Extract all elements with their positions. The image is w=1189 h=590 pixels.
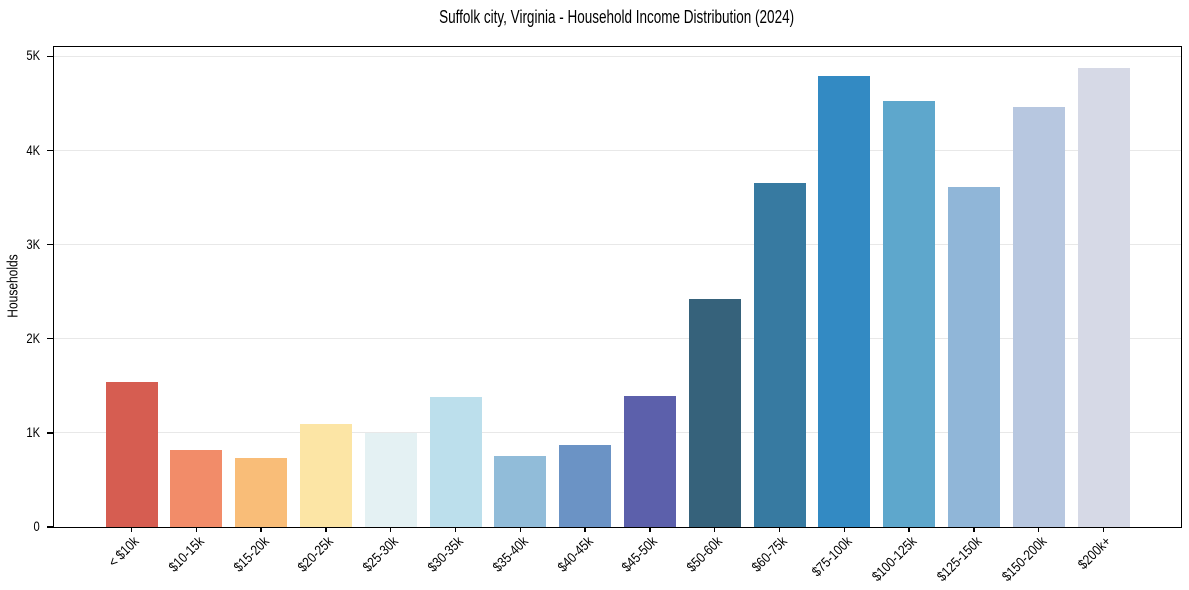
bar — [105, 381, 158, 527]
x-tick-mark — [973, 527, 975, 532]
chart-title: Suffolk city, Virginia - Household Incom… — [53, 5, 1180, 29]
bar — [623, 395, 676, 527]
y-tick-mark — [47, 432, 54, 434]
plot-area — [47, 46, 1182, 532]
bar — [170, 449, 223, 527]
bar — [818, 76, 871, 527]
bar — [299, 424, 352, 527]
y-tick-mark — [47, 55, 54, 58]
bar — [429, 396, 482, 527]
bar — [364, 432, 417, 527]
bar — [494, 456, 547, 527]
bar — [1012, 107, 1065, 527]
bar — [235, 457, 288, 527]
x-tick-label: $15-20k — [229, 533, 272, 575]
x-tick-label: $150-200k — [997, 533, 1050, 585]
x-tick-mark — [325, 527, 327, 532]
x-tick-mark — [908, 527, 910, 532]
y-tick-label: 4K — [26, 141, 40, 158]
bar — [1077, 67, 1130, 527]
gridline — [54, 150, 1181, 152]
x-tick-label: $25-30k — [359, 533, 402, 575]
y-tick-mark — [47, 526, 54, 528]
x-tick-label: $35-40k — [488, 533, 531, 575]
y-tick-mark — [47, 243, 54, 246]
bar — [559, 445, 612, 527]
x-tick-mark — [1038, 527, 1040, 532]
y-tick-mark — [47, 338, 54, 340]
x-tick-mark — [1102, 527, 1105, 532]
chart-title-text: Suffolk city, Virginia - Household Incom… — [439, 7, 794, 27]
y-tick-label: 1K — [26, 423, 40, 440]
x-tick-label: $30-35k — [424, 533, 466, 575]
gridline — [54, 244, 1181, 246]
x-tick-label: $200k+ — [1074, 533, 1114, 573]
x-tick-label: $20-25k — [294, 533, 337, 575]
x-tick-label: $50-60k — [683, 533, 726, 575]
x-tick-label: $125-150k — [933, 533, 985, 585]
x-tick-mark — [195, 527, 197, 532]
y-tick-label: 2K — [26, 329, 40, 346]
x-tick-label: $40-45k — [553, 533, 596, 575]
x-tick-mark — [130, 527, 133, 532]
gridline — [54, 55, 1181, 57]
y-tick-mark — [47, 149, 54, 152]
bar — [688, 299, 741, 527]
x-tick-mark — [584, 527, 586, 532]
x-tick-mark — [454, 527, 457, 532]
x-tick-label: < $10k — [104, 533, 142, 570]
x-tick-label: $60-75k — [748, 533, 790, 575]
y-tick-label: 3K — [26, 235, 40, 252]
bar — [753, 183, 806, 527]
bar — [883, 100, 936, 527]
x-tick-mark — [714, 527, 716, 532]
gridline — [54, 338, 1181, 340]
y-axis-ticks: 0 1K 2K 3K 4K 5K — [0, 46, 44, 534]
x-tick-label: $75-100k — [808, 533, 855, 580]
x-tick-mark — [778, 527, 781, 532]
x-tick-mark — [260, 527, 262, 532]
x-tick-label: $45-50k — [618, 533, 661, 575]
gridline — [54, 432, 1181, 434]
x-tick-mark — [390, 527, 392, 532]
x-tick-label: $100-125k — [868, 533, 920, 585]
x-tick-mark — [843, 527, 845, 532]
x-tick-label: $10-15k — [164, 533, 207, 575]
x-tick-mark — [519, 527, 521, 532]
y-tick-label: 0 — [33, 518, 40, 534]
y-tick-label: 5K — [26, 47, 40, 64]
bar — [947, 187, 1000, 527]
x-tick-mark — [649, 527, 651, 532]
